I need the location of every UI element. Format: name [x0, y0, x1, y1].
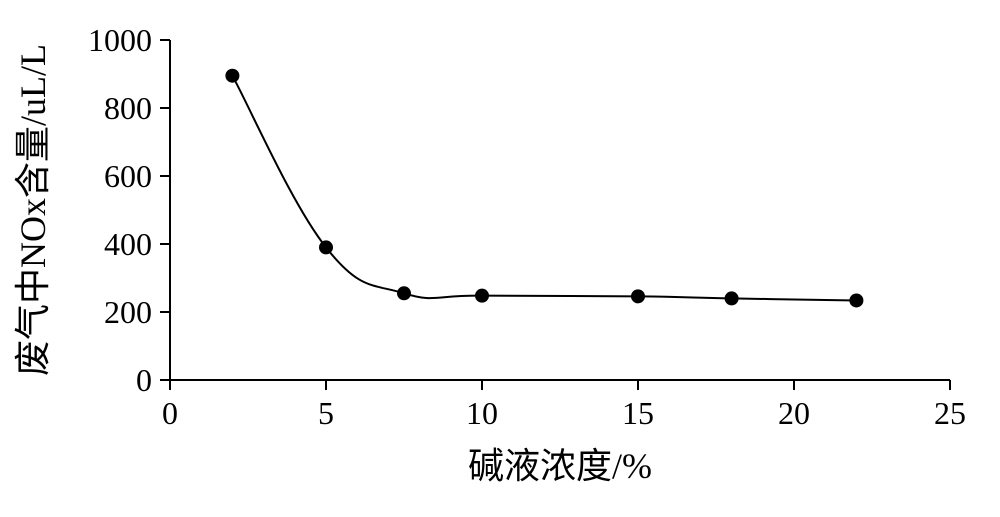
y-tick-label: 800 — [104, 90, 152, 126]
y-tick-label: 600 — [104, 158, 152, 194]
x-tick-label: 15 — [622, 395, 654, 431]
data-point — [475, 289, 489, 303]
data-point — [225, 69, 239, 83]
x-tick-label: 0 — [162, 395, 178, 431]
x-axis-title: 碱液浓度/% — [468, 446, 652, 486]
x-tick-label: 25 — [934, 395, 966, 431]
y-tick-label: 200 — [104, 294, 152, 330]
y-axis-title: 废气中NOx含量/uL/L — [13, 44, 53, 376]
y-tick-label: 400 — [104, 226, 152, 262]
y-tick-label: 0 — [136, 362, 152, 398]
data-point — [849, 293, 863, 307]
y-tick-label: 1000 — [88, 22, 152, 58]
chart-svg: 0 5 10 15 20 25 0 200 400 600 800 1000 碱液浓度/% 废气中NOx含… — [0, 0, 1000, 517]
x-tick-label: 5 — [318, 395, 334, 431]
chart-container: 0 5 10 15 20 25 0 200 400 600 800 1000 碱液浓度/% 废气中NOx含… — [0, 0, 1000, 517]
x-tick-label: 20 — [778, 395, 810, 431]
data-point — [397, 286, 411, 300]
data-point — [319, 240, 333, 254]
data-point — [631, 289, 645, 303]
data-point — [725, 291, 739, 305]
x-tick-label: 10 — [466, 395, 498, 431]
